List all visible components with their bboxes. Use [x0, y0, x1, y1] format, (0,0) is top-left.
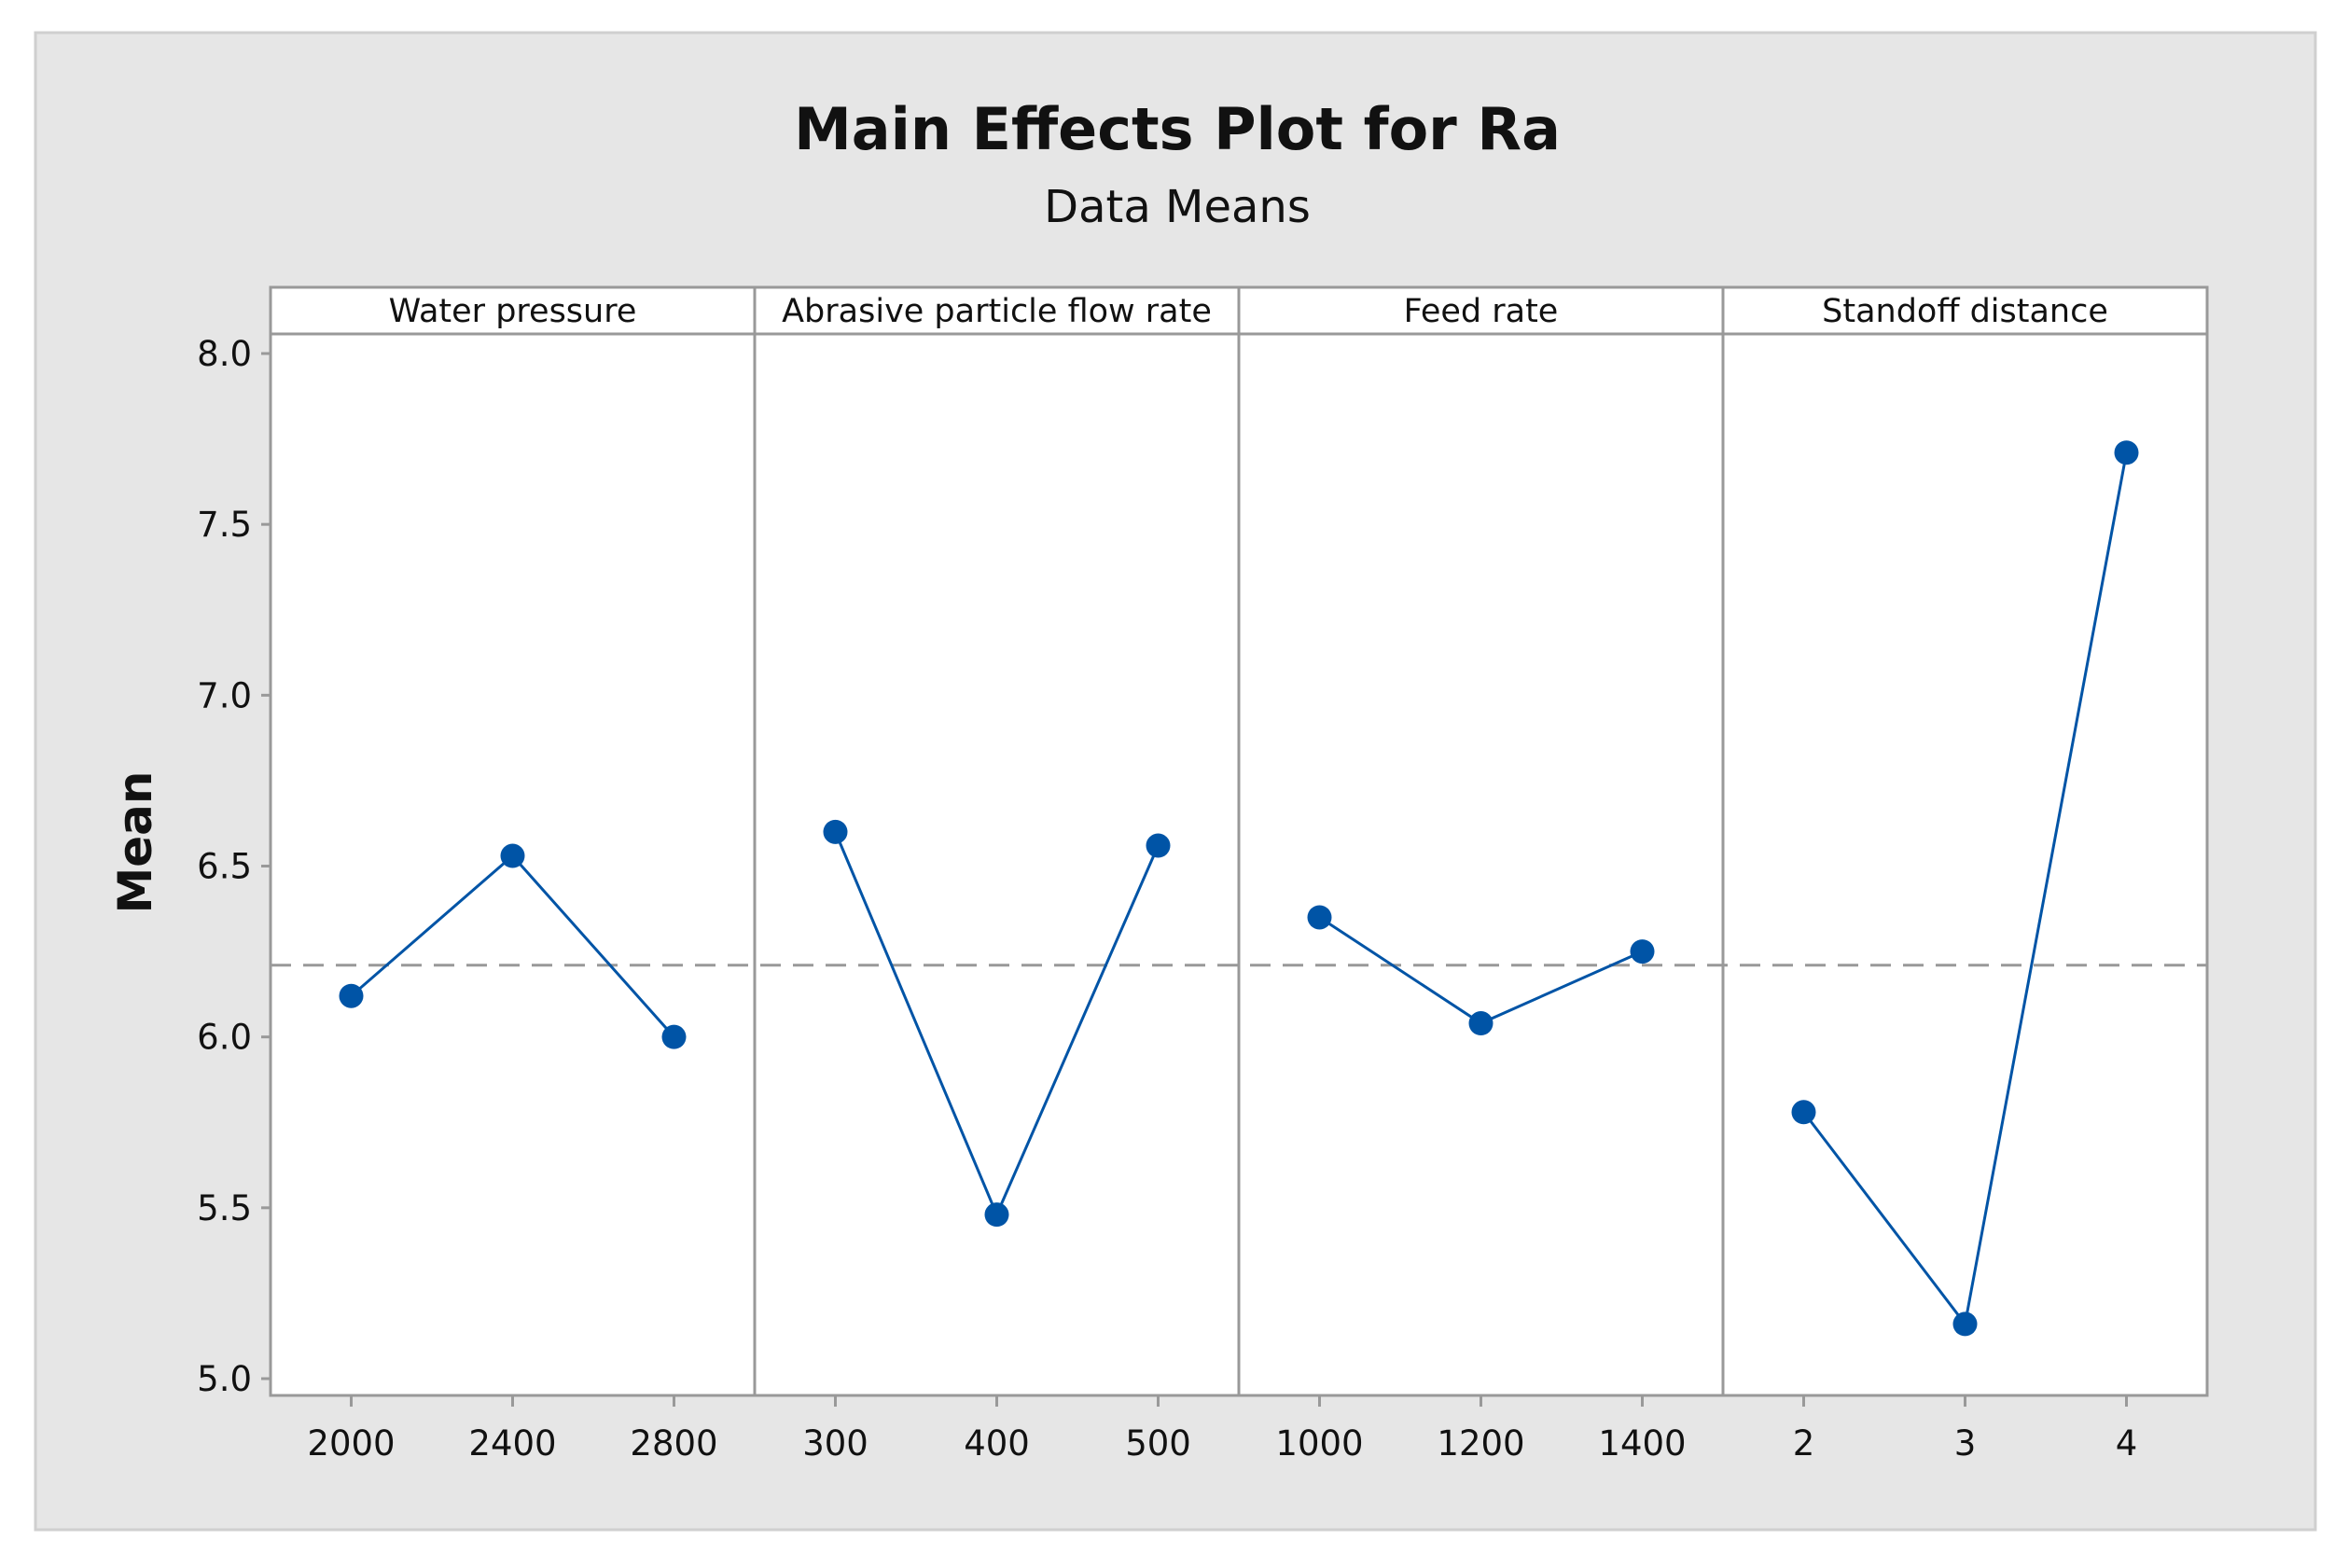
data-point	[1307, 905, 1332, 930]
x-tick-label: 400	[964, 1423, 1030, 1464]
data-point	[1952, 1311, 1978, 1337]
x-tick-label: 500	[1125, 1423, 1191, 1464]
data-point	[500, 843, 525, 868]
data-point	[661, 1024, 687, 1049]
y-tick-label: 5.0	[197, 1359, 252, 1399]
data-point	[2114, 440, 2139, 465]
y-tick-label: 5.5	[197, 1188, 252, 1228]
data-point	[823, 819, 848, 844]
y-axis-label: Mean	[108, 770, 162, 913]
data-point	[984, 1202, 1009, 1228]
x-tick-label: 300	[802, 1423, 868, 1464]
y-tick-label: 7.0	[197, 675, 252, 715]
x-tick-label: 3	[1954, 1423, 1977, 1464]
x-tick-label: 2400	[468, 1423, 556, 1464]
y-tick-label: 7.5	[197, 505, 252, 545]
panel-strip-label: Feed rate	[1404, 293, 1559, 330]
panel-strip-label: Water pressure	[389, 293, 637, 330]
panel-strip-label: Abrasive particle flow rate	[782, 293, 1212, 330]
x-tick-label: 2800	[630, 1423, 717, 1464]
x-tick-label: 1000	[1275, 1423, 1363, 1464]
y-tick-label: 8.0	[197, 334, 252, 374]
data-point	[1468, 1011, 1494, 1036]
plot-area: 5.0 5.5 6.0 6.5 7.0 7.5 8.0 Water pressure 2000 2…	[197, 285, 2209, 1464]
x-tick-label: 1400	[1598, 1423, 1686, 1464]
x-tick-label: 1200	[1437, 1423, 1524, 1464]
x-tick-label: 2	[1793, 1423, 1815, 1464]
x-tick-label: 2000	[307, 1423, 395, 1464]
y-tick-label: 6.5	[197, 847, 252, 887]
data-point	[1630, 939, 1655, 964]
chart-subtitle: Data Means	[1044, 181, 1311, 233]
data-point	[339, 983, 364, 1008]
panel-strip-label: Standoff distance	[1822, 293, 2108, 330]
x-tick-label: 4	[2116, 1423, 2138, 1464]
chart-title: Main Effects Plot for Ra	[794, 95, 1561, 163]
y-tick-label: 6.0	[197, 1018, 252, 1058]
data-point	[1791, 1100, 1816, 1125]
data-point	[1146, 833, 1171, 858]
